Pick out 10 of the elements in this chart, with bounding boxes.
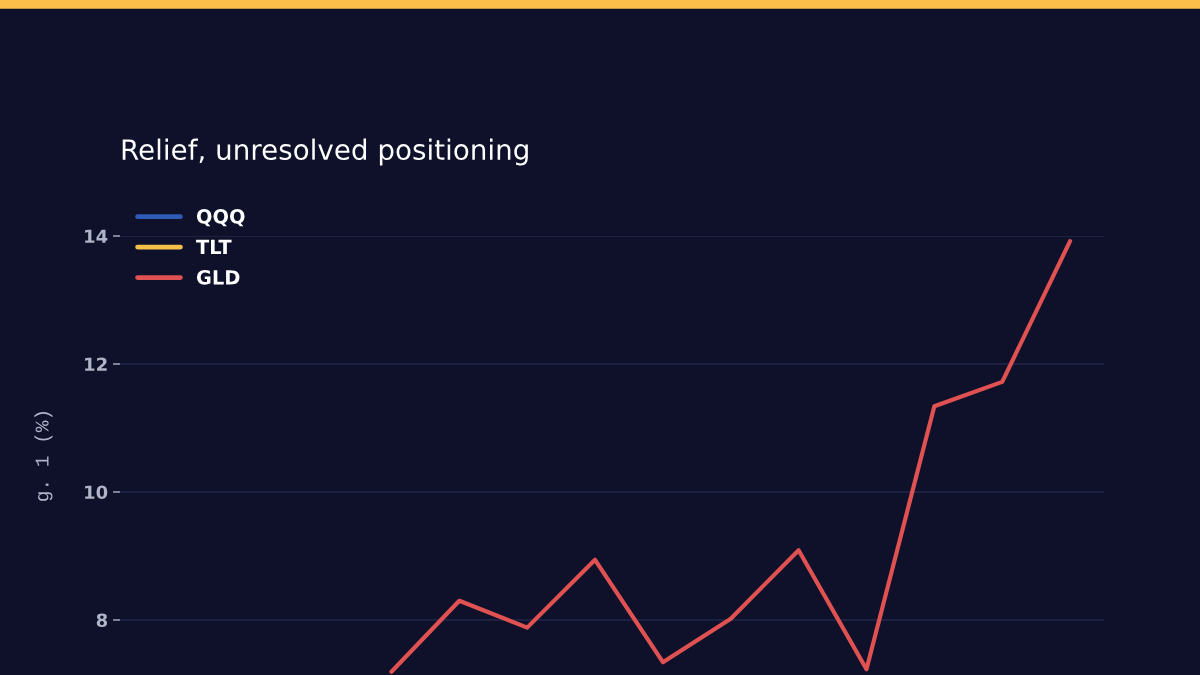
y-axis-title: g. 1 (%) [34,412,53,501]
y-tick-label: 10 [85,485,108,500]
y-tick-label: 14 [85,229,108,243]
legend-label: TLT [196,239,232,254]
legend-label: QQQ [196,209,245,227]
legend-label: GLD [196,269,240,285]
y-tick-label: 8 [96,613,108,628]
y-tick-label: 12 [85,357,107,371]
chart-title: Relief, unresolved positioning [122,138,528,166]
line-series [389,239,1073,674]
